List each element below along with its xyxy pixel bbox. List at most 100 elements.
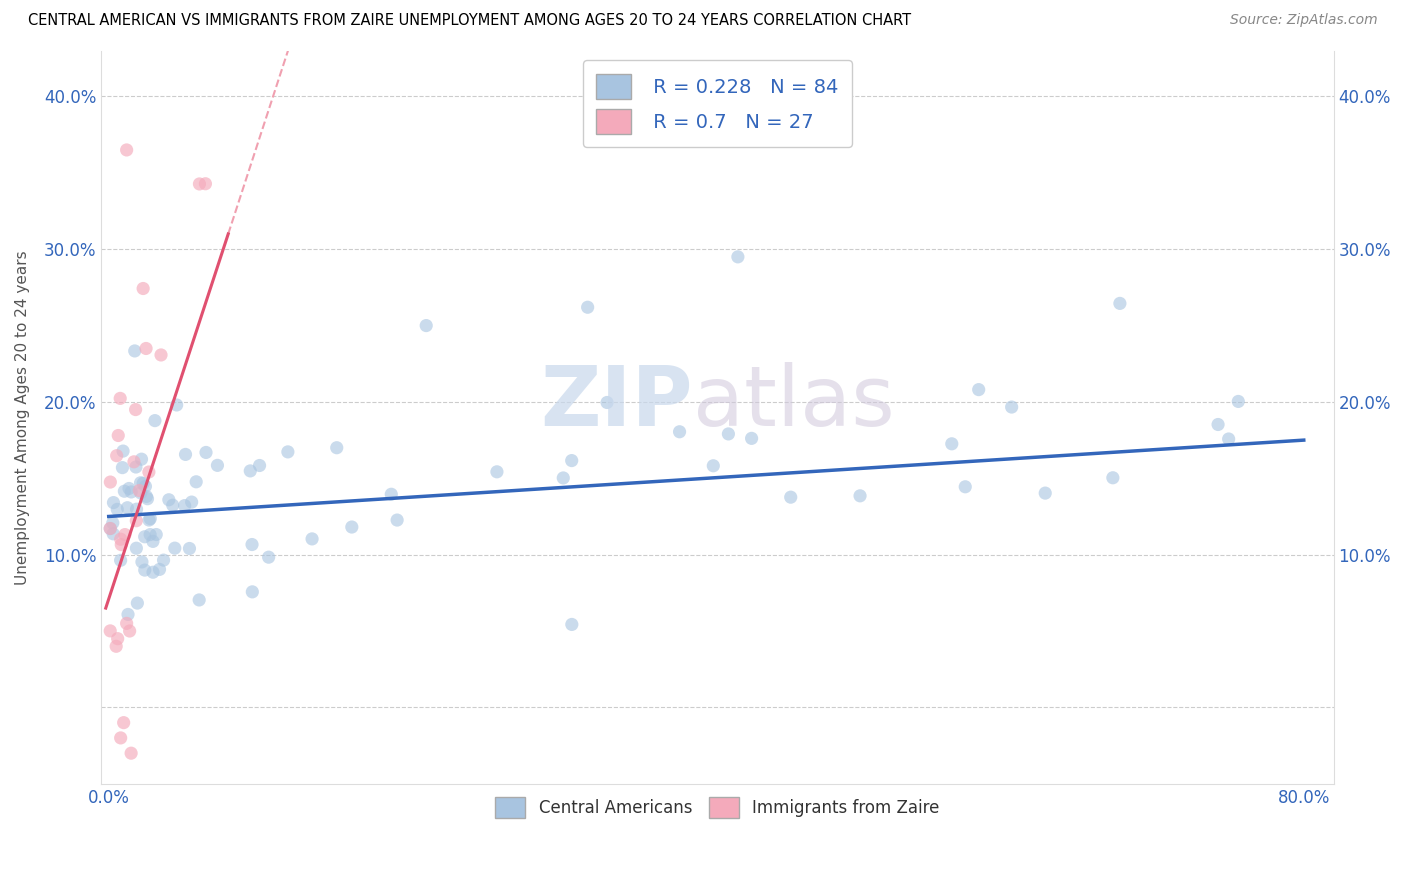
Point bbox=[135, 342, 157, 356]
Point bbox=[967, 383, 990, 397]
Point bbox=[1033, 486, 1056, 500]
Point bbox=[138, 513, 160, 527]
Point bbox=[179, 541, 201, 556]
Point bbox=[1218, 432, 1240, 446]
Point bbox=[107, 428, 129, 442]
Point bbox=[120, 746, 142, 760]
Point bbox=[125, 502, 148, 516]
Point bbox=[107, 632, 129, 646]
Point bbox=[180, 495, 202, 509]
Point bbox=[240, 585, 263, 599]
Point bbox=[112, 484, 135, 499]
Point bbox=[277, 445, 299, 459]
Point bbox=[131, 555, 153, 569]
Point bbox=[145, 527, 167, 541]
Point bbox=[779, 490, 801, 504]
Point bbox=[207, 458, 229, 473]
Text: ZIP: ZIP bbox=[540, 362, 693, 443]
Point bbox=[110, 532, 132, 546]
Point bbox=[326, 441, 349, 455]
Text: CENTRAL AMERICAN VS IMMIGRANTS FROM ZAIRE UNEMPLOYMENT AMONG AGES 20 TO 24 YEARS: CENTRAL AMERICAN VS IMMIGRANTS FROM ZAIR… bbox=[28, 13, 911, 29]
Point bbox=[239, 464, 262, 478]
Point bbox=[150, 348, 173, 362]
Point bbox=[195, 445, 218, 459]
Point bbox=[128, 483, 150, 498]
Point bbox=[114, 527, 136, 541]
Point bbox=[111, 460, 134, 475]
Point bbox=[124, 402, 146, 417]
Point bbox=[125, 460, 148, 475]
Point bbox=[98, 475, 121, 489]
Point bbox=[152, 553, 174, 567]
Point bbox=[112, 715, 135, 730]
Point bbox=[143, 414, 166, 428]
Point bbox=[380, 487, 402, 501]
Point bbox=[1206, 417, 1229, 432]
Text: Source: ZipAtlas.com: Source: ZipAtlas.com bbox=[1230, 13, 1378, 28]
Point bbox=[134, 563, 156, 577]
Point bbox=[129, 475, 152, 490]
Point bbox=[118, 624, 141, 638]
Point bbox=[173, 499, 195, 513]
Point bbox=[166, 398, 188, 412]
Point bbox=[134, 530, 156, 544]
Point bbox=[157, 492, 180, 507]
Text: atlas: atlas bbox=[693, 362, 894, 443]
Point bbox=[1001, 400, 1024, 414]
Point bbox=[132, 476, 155, 491]
Point bbox=[188, 177, 211, 191]
Point bbox=[103, 495, 125, 509]
Point bbox=[668, 425, 690, 439]
Point bbox=[1102, 471, 1125, 485]
Point bbox=[105, 449, 128, 463]
Point bbox=[110, 553, 132, 567]
Point bbox=[132, 281, 155, 295]
Point bbox=[485, 465, 508, 479]
Point bbox=[727, 250, 749, 264]
Point bbox=[561, 617, 583, 632]
Point bbox=[553, 471, 575, 485]
Point bbox=[257, 550, 280, 565]
Point bbox=[136, 491, 159, 506]
Point bbox=[301, 532, 323, 546]
Point bbox=[122, 455, 145, 469]
Point bbox=[1109, 296, 1132, 310]
Point bbox=[162, 498, 184, 512]
Point bbox=[115, 143, 138, 157]
Point bbox=[110, 538, 132, 552]
Point bbox=[124, 343, 146, 358]
Point bbox=[134, 479, 156, 493]
Point bbox=[941, 437, 963, 451]
Point bbox=[139, 527, 162, 541]
Point bbox=[163, 541, 186, 556]
Point bbox=[118, 482, 141, 496]
Point bbox=[108, 392, 131, 406]
Point bbox=[741, 431, 763, 445]
Point bbox=[125, 541, 148, 556]
Point bbox=[148, 562, 170, 576]
Point bbox=[340, 520, 363, 534]
Point bbox=[110, 731, 132, 745]
Point bbox=[131, 452, 153, 467]
Point bbox=[138, 465, 160, 479]
Point bbox=[105, 502, 128, 516]
Point bbox=[115, 616, 138, 631]
Point bbox=[142, 534, 165, 549]
Point bbox=[385, 513, 408, 527]
Point bbox=[103, 526, 125, 541]
Point bbox=[186, 475, 208, 489]
Point bbox=[174, 447, 197, 461]
Point bbox=[1227, 394, 1250, 409]
Point bbox=[98, 521, 121, 535]
Point bbox=[955, 480, 977, 494]
Point bbox=[561, 453, 583, 467]
Point bbox=[135, 489, 157, 503]
Point bbox=[105, 640, 128, 654]
Legend: Central Americans, Immigrants from Zaire: Central Americans, Immigrants from Zaire bbox=[486, 789, 948, 827]
Point bbox=[101, 516, 124, 530]
Point bbox=[139, 511, 162, 525]
Point bbox=[117, 607, 139, 622]
Point bbox=[717, 426, 740, 441]
Point bbox=[98, 522, 121, 536]
Y-axis label: Unemployment Among Ages 20 to 24 years: Unemployment Among Ages 20 to 24 years bbox=[15, 250, 30, 584]
